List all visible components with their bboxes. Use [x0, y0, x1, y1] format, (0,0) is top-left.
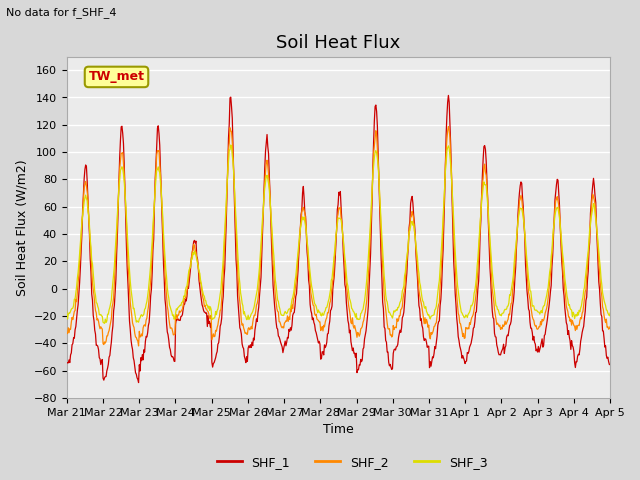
- Y-axis label: Soil Heat Flux (W/m2): Soil Heat Flux (W/m2): [15, 159, 28, 296]
- Text: TW_met: TW_met: [88, 71, 145, 84]
- Title: Soil Heat Flux: Soil Heat Flux: [276, 34, 401, 52]
- Legend: SHF_1, SHF_2, SHF_3: SHF_1, SHF_2, SHF_3: [212, 451, 492, 474]
- Text: No data for f_SHF_4: No data for f_SHF_4: [6, 7, 117, 18]
- X-axis label: Time: Time: [323, 423, 354, 436]
